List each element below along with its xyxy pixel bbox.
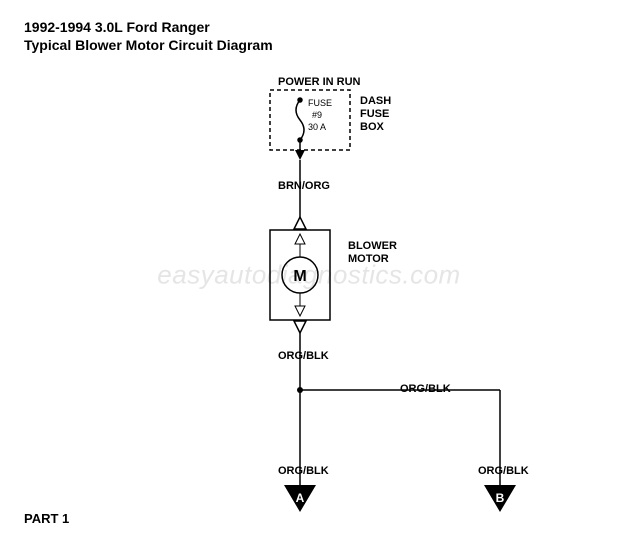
blower-inner-top-arrow-icon xyxy=(295,234,305,244)
motor-symbol: M xyxy=(293,268,306,285)
terminal-a-label: A xyxy=(296,491,305,505)
terminal-b-label: B xyxy=(496,491,505,505)
circuit-diagram: M A B xyxy=(0,0,618,550)
blower-in-arrow-icon xyxy=(294,217,306,229)
blower-inner-bottom-arrow-icon xyxy=(295,306,305,316)
fuse-exit-arrow-icon xyxy=(295,150,305,160)
fuse-s-curve xyxy=(296,100,304,140)
blower-out-arrow-icon xyxy=(294,321,306,333)
fuse-box-rect xyxy=(270,90,350,150)
